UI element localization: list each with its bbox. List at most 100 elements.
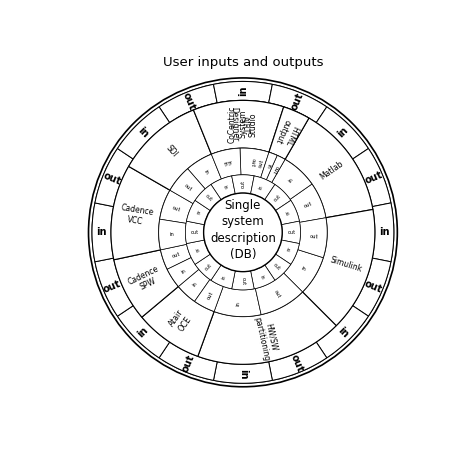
Text: out: out bbox=[271, 164, 279, 174]
Polygon shape bbox=[161, 244, 191, 269]
Text: out: out bbox=[102, 170, 123, 186]
Text: in: in bbox=[379, 228, 390, 237]
Polygon shape bbox=[269, 342, 327, 380]
Polygon shape bbox=[128, 110, 211, 190]
Polygon shape bbox=[275, 240, 300, 264]
Polygon shape bbox=[275, 201, 300, 225]
Text: in: in bbox=[225, 160, 231, 166]
Text: in: in bbox=[238, 368, 248, 379]
Text: CoCentric
System
Studio: CoCentric System Studio bbox=[228, 106, 258, 143]
Text: out: out bbox=[240, 180, 246, 188]
Polygon shape bbox=[92, 203, 113, 262]
Text: out: out bbox=[250, 157, 256, 167]
Polygon shape bbox=[266, 155, 285, 182]
Polygon shape bbox=[316, 107, 368, 159]
Text: in: in bbox=[336, 125, 350, 140]
Text: in: in bbox=[180, 267, 187, 274]
Polygon shape bbox=[95, 148, 133, 207]
Text: out: out bbox=[191, 230, 199, 235]
Polygon shape bbox=[353, 258, 391, 316]
Polygon shape bbox=[251, 265, 275, 289]
Text: Cadence
VCC: Cadence VCC bbox=[118, 203, 154, 228]
Polygon shape bbox=[213, 82, 273, 103]
Polygon shape bbox=[269, 107, 309, 159]
Text: in: in bbox=[202, 169, 210, 175]
Polygon shape bbox=[269, 84, 327, 123]
Text: Atair
OCE: Atair OCE bbox=[168, 308, 194, 334]
Text: out: out bbox=[183, 182, 193, 192]
Polygon shape bbox=[232, 175, 254, 194]
Polygon shape bbox=[373, 203, 394, 262]
Polygon shape bbox=[160, 190, 193, 223]
Polygon shape bbox=[178, 269, 210, 301]
Text: out: out bbox=[258, 159, 265, 169]
Polygon shape bbox=[213, 362, 273, 383]
Polygon shape bbox=[195, 280, 223, 311]
Text: in: in bbox=[258, 184, 264, 191]
Text: out: out bbox=[363, 170, 384, 186]
Polygon shape bbox=[272, 159, 312, 200]
Text: out: out bbox=[102, 278, 123, 294]
Text: in: in bbox=[195, 210, 201, 217]
Polygon shape bbox=[298, 218, 327, 258]
Text: out: out bbox=[204, 193, 213, 203]
Polygon shape bbox=[211, 176, 235, 200]
Polygon shape bbox=[232, 271, 254, 290]
Polygon shape bbox=[177, 100, 309, 159]
Text: out: out bbox=[287, 230, 295, 235]
Text: User inputs and outputs: User inputs and outputs bbox=[163, 56, 323, 69]
Text: out: out bbox=[273, 193, 282, 203]
Text: in: in bbox=[284, 248, 291, 254]
Text: out: out bbox=[240, 277, 246, 285]
Polygon shape bbox=[282, 221, 301, 244]
Text: SDI: SDI bbox=[164, 143, 180, 159]
Polygon shape bbox=[167, 257, 199, 286]
Text: out: out bbox=[309, 234, 318, 240]
Text: out: out bbox=[171, 205, 181, 212]
Text: out: out bbox=[303, 201, 313, 209]
Text: out: out bbox=[273, 262, 282, 271]
Polygon shape bbox=[353, 148, 391, 207]
Polygon shape bbox=[265, 254, 291, 280]
Polygon shape bbox=[283, 250, 323, 292]
Circle shape bbox=[89, 78, 397, 387]
Text: in: in bbox=[284, 210, 291, 217]
Text: in: in bbox=[221, 184, 228, 191]
Polygon shape bbox=[240, 148, 269, 178]
Polygon shape bbox=[302, 210, 375, 326]
Text: in: in bbox=[191, 281, 199, 288]
Text: A|RT
Designer: A|RT Designer bbox=[229, 107, 249, 142]
Text: in: in bbox=[265, 163, 272, 169]
Text: out: out bbox=[204, 262, 213, 271]
Text: in: in bbox=[195, 248, 201, 254]
Polygon shape bbox=[185, 221, 204, 244]
Text: in: in bbox=[287, 177, 294, 183]
Polygon shape bbox=[251, 176, 275, 200]
Text: out: out bbox=[171, 252, 181, 259]
Text: Single
system
description
(DB): Single system description (DB) bbox=[210, 199, 276, 262]
Polygon shape bbox=[195, 184, 221, 210]
Polygon shape bbox=[159, 342, 217, 380]
Circle shape bbox=[204, 193, 282, 272]
Text: Simulink: Simulink bbox=[329, 255, 363, 274]
Polygon shape bbox=[198, 292, 336, 365]
Polygon shape bbox=[211, 265, 235, 289]
Text: in: in bbox=[96, 228, 107, 237]
Polygon shape bbox=[118, 306, 170, 358]
Polygon shape bbox=[316, 306, 368, 358]
Text: in: in bbox=[221, 161, 228, 167]
Polygon shape bbox=[114, 250, 178, 317]
Polygon shape bbox=[170, 169, 205, 203]
Polygon shape bbox=[188, 154, 221, 189]
Text: in: in bbox=[136, 325, 150, 339]
Text: out: out bbox=[181, 353, 197, 374]
Text: in: in bbox=[236, 301, 241, 306]
Text: out: out bbox=[273, 290, 281, 300]
Polygon shape bbox=[211, 148, 241, 179]
Text: out: out bbox=[206, 290, 214, 300]
Text: out: out bbox=[289, 91, 305, 112]
Polygon shape bbox=[186, 240, 210, 264]
Polygon shape bbox=[159, 84, 217, 123]
Text: in: in bbox=[170, 232, 174, 237]
Text: in: in bbox=[258, 274, 264, 280]
